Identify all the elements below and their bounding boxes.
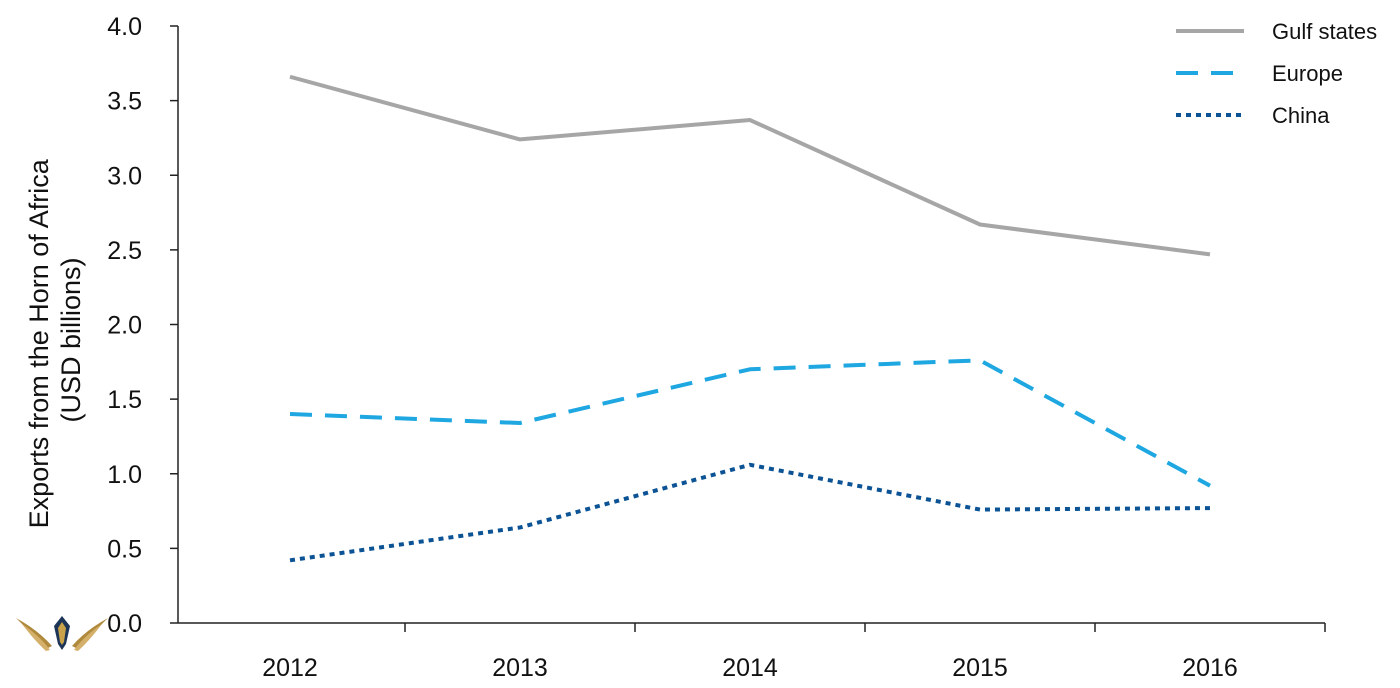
series-line-gulf-states [289,74,1211,257]
x-ticks: 2012 2013 2014 2015 2016 [262,623,1326,682]
series-layer [289,74,1211,563]
y-tick-label: 1.5 [107,386,142,414]
series-line-europe [289,358,1211,488]
x-tick-label: 2014 [722,654,778,682]
y-tick-label: 0.5 [107,535,142,563]
y-tick-label: 0.0 [107,610,142,638]
arab-defense-forum-logo [16,616,108,651]
legend-item-gulf-states: Gulf states [1176,19,1377,44]
series-gulf-states [289,74,1211,257]
legend: Gulf states Europe China [1176,19,1377,128]
y-axis-title-line-1: Exports from the Horn of Africa [24,158,54,528]
y-tick-label: 2.0 [107,312,142,340]
x-axis: 2012 2013 2014 2015 2016 [178,622,1326,682]
series-europe [289,358,1211,488]
y-axis-title: Exports from the Horn of Africa (USD bil… [24,152,86,529]
legend-item-china: China [1176,103,1330,128]
legend-label: Gulf states [1272,19,1377,44]
series-line-china [289,462,1211,563]
y-axis: 0.0 0.5 1.0 1.5 2.0 2.5 3.0 3.5 4.0 [107,13,179,638]
y-tick-label: 2.5 [107,237,142,265]
y-ticks: 0.0 0.5 1.0 1.5 2.0 2.5 3.0 3.5 4.0 [107,13,178,638]
x-tick-label: 2015 [952,654,1008,682]
y-tick-label: 1.0 [107,461,142,489]
x-tick-label: 2016 [1182,654,1238,682]
legend-item-europe: Europe [1176,61,1343,86]
logo-wings-icon [16,616,108,651]
series-china [289,462,1211,563]
y-axis-title-line-2: (USD billions) [56,257,86,422]
legend-label: China [1272,103,1330,128]
legend-label: Europe [1272,61,1343,86]
y-tick-label: 3.0 [107,162,142,190]
x-tick-label: 2012 [262,654,318,682]
y-tick-label: 4.0 [107,13,142,41]
y-tick-label: 3.5 [107,88,142,116]
x-tick-label: 2013 [492,654,548,682]
